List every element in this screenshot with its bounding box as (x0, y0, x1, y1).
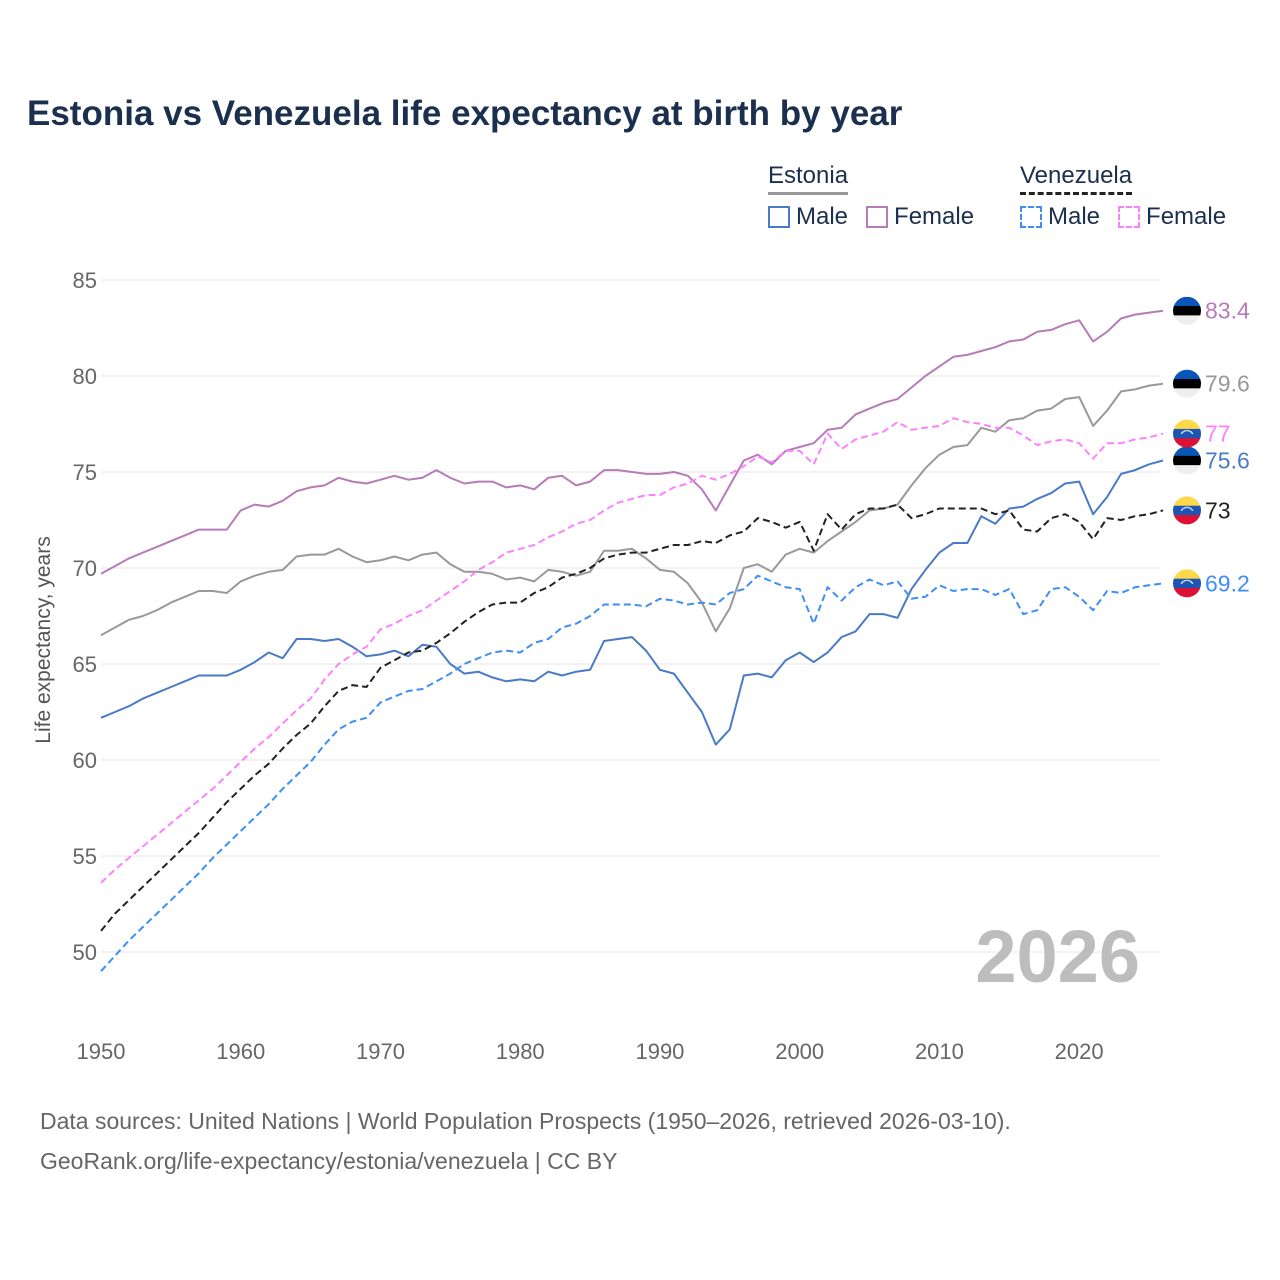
legend-estonia: Estonia Male Female (768, 162, 974, 231)
legend-estonia-label: Estonia (768, 162, 849, 195)
legend-label: Male (796, 203, 849, 230)
legend-swatch (866, 206, 889, 228)
venezuela-flag-icon (1173, 569, 1201, 598)
legend-item-estonia-male[interactable]: Male (768, 203, 848, 231)
legend-item-venezuela-female[interactable]: Female (1118, 203, 1226, 231)
x-tick-label: 1970 (356, 1039, 405, 1064)
legend-swatch (1020, 206, 1042, 228)
estonia-flag-icon (1173, 369, 1201, 398)
series-line-ven_t (100, 503, 1164, 932)
y-tick-label: 85 (73, 268, 97, 293)
legend-label: Male (1048, 203, 1101, 230)
series-line-est_m (100, 459, 1164, 746)
y-tick-label: 70 (73, 556, 97, 581)
y-tick-label: 80 (73, 364, 97, 389)
end-value-label-ven_m: 69.2 (1205, 570, 1250, 596)
y-tick-label: 55 (73, 844, 97, 869)
venezuela-flag-icon (1173, 496, 1201, 525)
end-value-label-ven_f: 77 (1205, 421, 1231, 447)
x-tick-label: 1990 (635, 1039, 684, 1064)
legend-label: Female (894, 203, 975, 230)
y-tick-label: 50 (73, 940, 97, 965)
series-line-est_t (100, 382, 1164, 637)
estonia-flag-icon (1173, 296, 1201, 325)
x-tick-label: 2000 (775, 1039, 824, 1064)
x-tick-label: 2020 (1055, 1039, 1104, 1064)
legend-swatch (1118, 206, 1141, 228)
end-value-label-ven_t: 73 (1205, 497, 1231, 523)
x-tick-label: 1980 (496, 1039, 545, 1064)
y-tick-label: 60 (73, 748, 97, 773)
legend-label: Female (1146, 203, 1227, 230)
y-tick-label: 75 (73, 460, 97, 485)
series-line-ven_m (100, 574, 1164, 972)
legend-item-estonia-female[interactable]: Female (866, 203, 974, 231)
y-axis-label: Life expectancy, years (32, 536, 55, 743)
end-value-label-est_t: 79.6 (1205, 371, 1250, 397)
venezuela-flag-icon (1173, 419, 1201, 448)
legend-venezuela: Venezuela Male Female (1020, 162, 1226, 231)
legend-venezuela-label: Venezuela (1020, 162, 1133, 195)
x-tick-label: 2010 (915, 1039, 964, 1064)
end-value-label-est_f: 83.4 (1205, 298, 1250, 324)
x-tick-label: 1960 (216, 1039, 265, 1064)
year-watermark: 2026 (975, 915, 1140, 998)
footer-link[interactable]: GeoRank.org/life-expectancy/estonia/vene… (40, 1148, 618, 1174)
legend-item-venezuela-male[interactable]: Male (1020, 203, 1100, 231)
estonia-flag-icon (1173, 446, 1201, 475)
series-line-est_f (100, 309, 1164, 575)
legend-swatch (768, 206, 790, 228)
end-value-label-est_m: 75.6 (1205, 447, 1250, 473)
series-line-ven_f (100, 417, 1164, 884)
chart-title: Estonia vs Venezuela life expectancy at … (27, 94, 903, 133)
y-tick-label: 65 (73, 652, 97, 677)
footer-sources: Data sources: United Nations | World Pop… (40, 1108, 1011, 1134)
x-tick-label: 1950 (77, 1039, 126, 1064)
